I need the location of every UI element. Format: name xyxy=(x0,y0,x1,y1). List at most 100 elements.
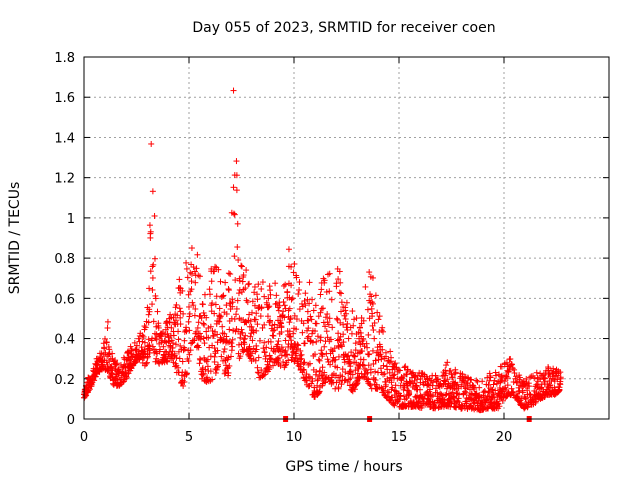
data-point xyxy=(181,378,188,385)
data-point xyxy=(356,324,363,331)
data-point xyxy=(176,284,183,291)
data-point xyxy=(312,302,319,309)
data-point xyxy=(347,368,354,375)
data-point xyxy=(258,304,265,311)
data-point xyxy=(302,302,309,309)
data-point xyxy=(226,362,233,369)
data-point xyxy=(275,354,282,361)
data-point xyxy=(359,348,366,355)
data-point xyxy=(322,314,329,321)
data-points xyxy=(81,87,564,414)
data-point xyxy=(203,314,210,321)
data-point xyxy=(326,270,333,277)
data-point xyxy=(104,318,111,325)
data-point xyxy=(293,326,300,333)
data-point xyxy=(295,342,302,349)
data-point xyxy=(200,309,207,316)
data-point xyxy=(236,277,243,284)
data-point xyxy=(183,328,190,335)
data-point xyxy=(282,337,289,344)
data-point xyxy=(474,378,481,385)
data-point xyxy=(112,373,119,380)
data-point xyxy=(243,267,250,274)
data-point xyxy=(231,316,238,323)
data-point xyxy=(338,290,345,297)
data-point xyxy=(278,344,285,351)
data-point xyxy=(321,277,328,284)
data-point xyxy=(162,331,169,338)
data-point xyxy=(293,274,300,281)
data-point xyxy=(443,362,450,369)
data-point xyxy=(324,356,331,363)
data-point xyxy=(183,265,190,272)
data-point xyxy=(326,315,333,322)
data-point xyxy=(254,291,261,298)
data-point xyxy=(265,304,272,311)
data-point xyxy=(235,328,242,335)
data-point xyxy=(282,362,289,369)
data-point xyxy=(270,362,276,369)
data-point xyxy=(235,341,242,348)
data-point xyxy=(318,350,325,357)
data-point xyxy=(444,359,451,366)
data-point xyxy=(149,301,156,308)
data-point xyxy=(183,259,190,266)
data-point xyxy=(291,260,298,267)
data-point xyxy=(225,369,232,376)
data-point xyxy=(207,323,214,330)
x-tick-label: 20 xyxy=(496,430,513,445)
data-point xyxy=(317,291,324,298)
data-point xyxy=(310,307,317,314)
data-point xyxy=(319,351,326,358)
data-point xyxy=(336,337,343,344)
data-point xyxy=(300,360,307,367)
data-point xyxy=(175,328,182,335)
data-point xyxy=(319,364,326,371)
data-point xyxy=(264,313,271,320)
data-point xyxy=(105,351,112,358)
data-point xyxy=(160,343,167,350)
data-point xyxy=(228,353,234,360)
data-point xyxy=(248,330,255,337)
data-point xyxy=(277,362,284,369)
data-point xyxy=(205,334,212,341)
data-point xyxy=(214,363,221,370)
data-point xyxy=(186,310,193,317)
data-point xyxy=(347,375,354,382)
data-point xyxy=(260,345,267,352)
data-point xyxy=(196,273,203,280)
data-point xyxy=(354,379,361,386)
data-point xyxy=(207,353,214,360)
data-point xyxy=(327,336,334,343)
data-point xyxy=(108,364,115,371)
data-point xyxy=(194,251,201,258)
data-point xyxy=(214,364,221,371)
data-point xyxy=(201,321,208,328)
data-point xyxy=(176,276,183,283)
data-point xyxy=(233,187,240,194)
data-point xyxy=(102,335,108,342)
data-point xyxy=(281,302,288,309)
data-point xyxy=(180,310,187,317)
data-point xyxy=(342,315,349,322)
data-point xyxy=(336,289,343,296)
data-point xyxy=(175,336,182,343)
data-point xyxy=(343,310,350,317)
data-point xyxy=(318,305,325,312)
data-point xyxy=(170,340,177,347)
data-point xyxy=(249,337,256,344)
data-point xyxy=(296,306,303,313)
data-point xyxy=(139,338,146,345)
data-point xyxy=(304,377,311,384)
data-point xyxy=(173,301,180,308)
data-point xyxy=(214,347,221,354)
data-point xyxy=(151,255,158,262)
data-point xyxy=(309,296,316,303)
data-point xyxy=(340,331,347,338)
data-point xyxy=(299,329,306,336)
data-point xyxy=(237,353,244,360)
data-point xyxy=(301,340,308,347)
data-point xyxy=(211,268,218,275)
data-point xyxy=(229,299,236,306)
data-point xyxy=(293,316,300,323)
